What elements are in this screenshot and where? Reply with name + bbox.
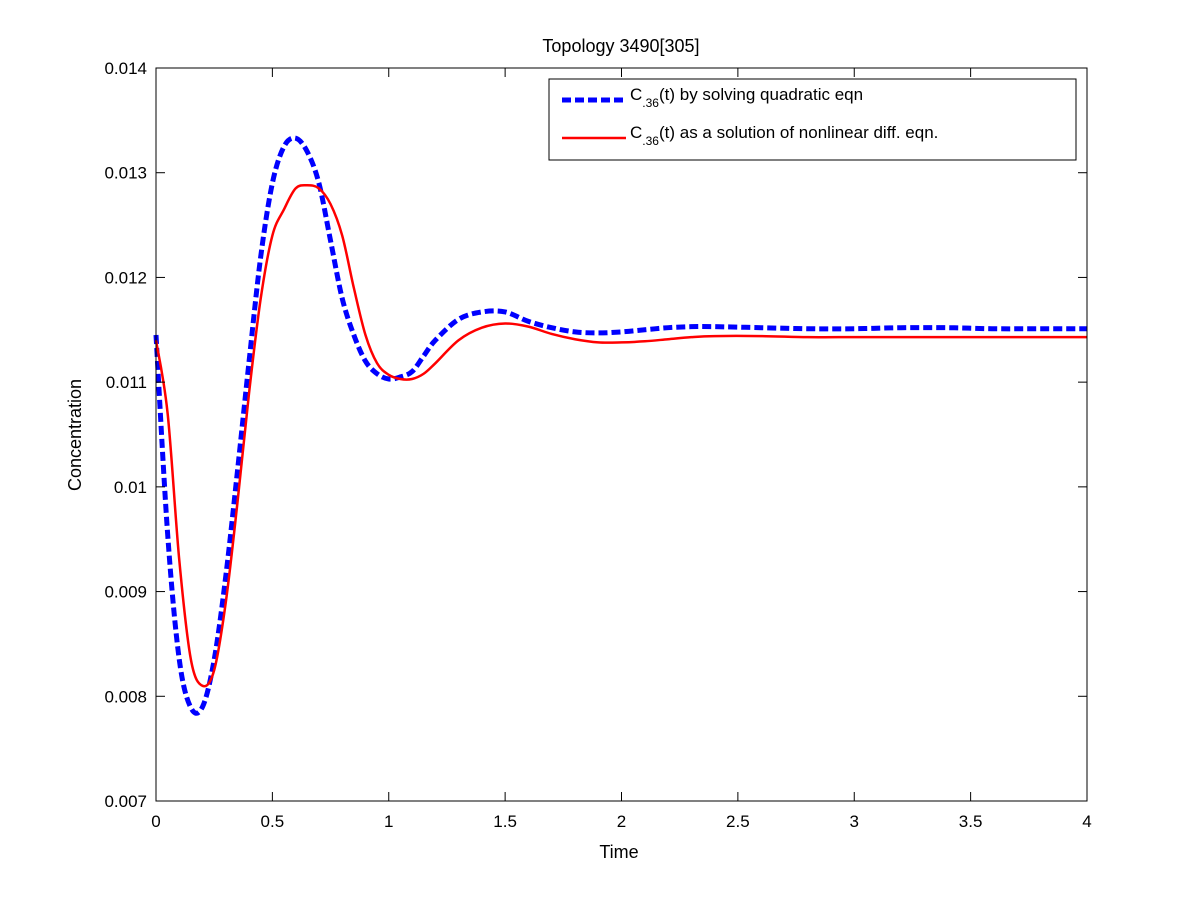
x-tick-label: 2 <box>617 812 626 831</box>
series-nonlinear-line <box>154 183 1087 688</box>
x-axis-label: Time <box>599 842 638 862</box>
series-quadratic-line <box>153 135 1087 716</box>
x-tick-label: 3 <box>850 812 859 831</box>
y-tick-label: 0.014 <box>104 59 147 78</box>
x-tick-label: 3.5 <box>959 812 983 831</box>
legend-label-quadratic: C.36(t) by solving quadratic eqn <box>630 85 863 110</box>
x-tick-label: 1.5 <box>493 812 517 831</box>
y-tick-label: 0.009 <box>104 583 147 602</box>
x-tick-label: 4 <box>1082 812 1091 831</box>
y-tick-label: 0.011 <box>106 373 147 392</box>
y-axis-label: Concentration <box>65 379 85 491</box>
legend: C.36(t) by solving quadratic eqn C.36(t)… <box>548 78 1077 161</box>
plot-area <box>156 68 1087 801</box>
y-tick-label: 0.007 <box>104 792 147 811</box>
x-tick-label: 0.5 <box>261 812 285 831</box>
series-layer <box>153 135 1087 716</box>
ticks-layer: 0 0.5 1 1.5 2 2.5 3 3.5 4 0.007 0.008 0.009 0.01 0.01… <box>104 59 1091 831</box>
y-tick-label: 0.01 <box>114 478 147 497</box>
legend-label-nonlinear: C.36(t) as a solution of nonlinear diff.… <box>630 123 938 148</box>
x-tick-label: 2.5 <box>726 812 750 831</box>
y-tick-label: 0.008 <box>104 687 147 706</box>
x-tick-label: 1 <box>384 812 393 831</box>
x-tick-label: 0 <box>151 812 160 831</box>
chart-title: Topology 3490[305] <box>542 36 699 56</box>
y-tick-label: 0.013 <box>104 164 147 183</box>
legend-box <box>548 78 1077 161</box>
y-tick-label: 0.012 <box>104 268 147 287</box>
